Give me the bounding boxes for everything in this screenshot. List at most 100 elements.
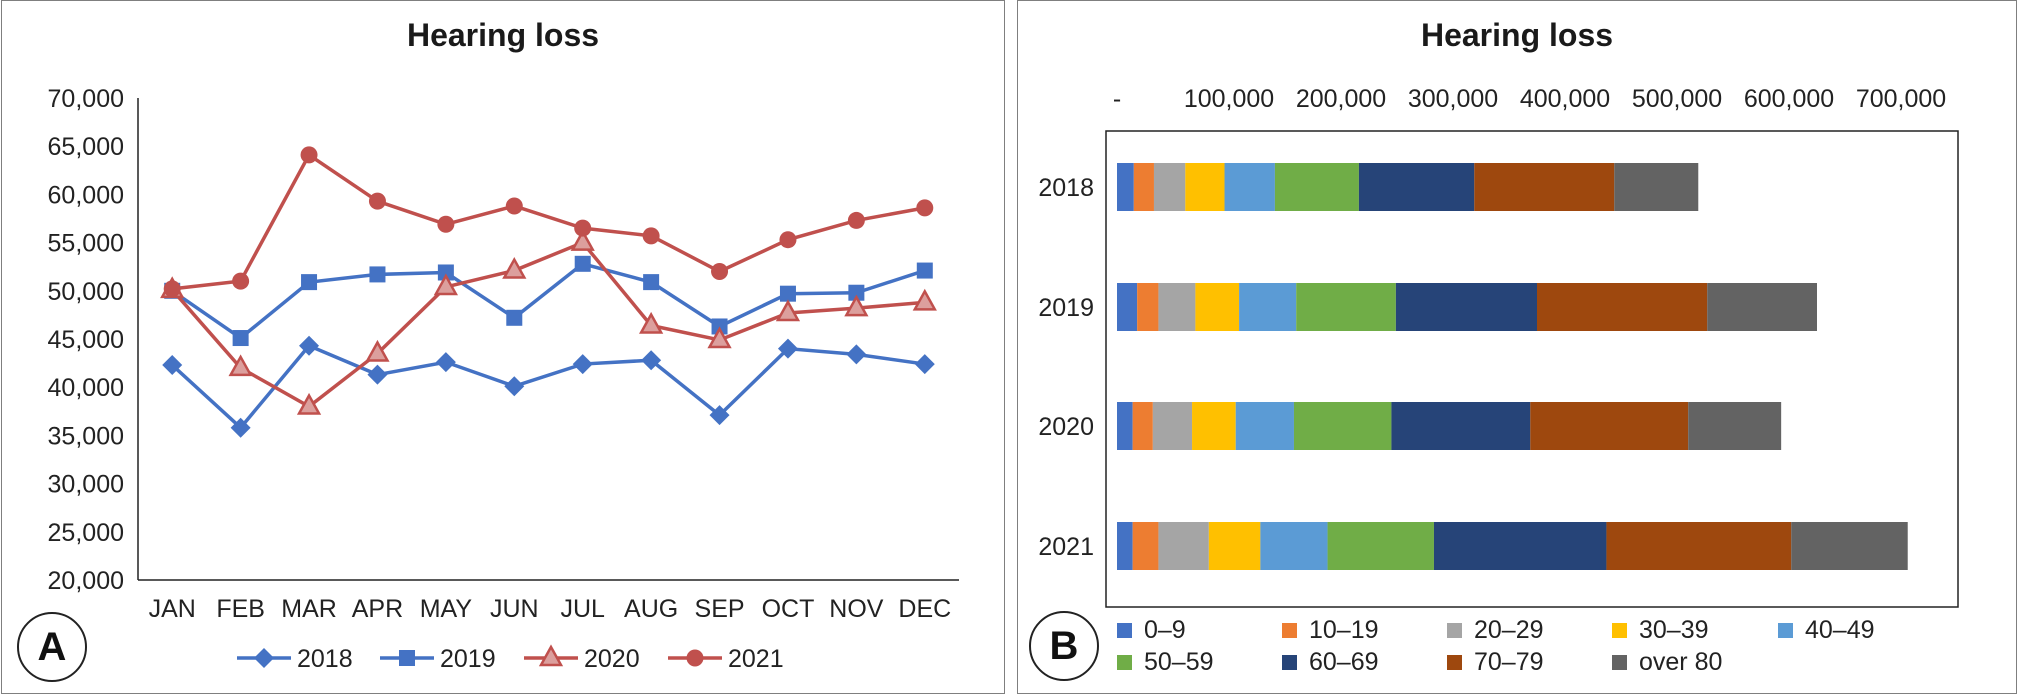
x-tick-label: OCT: [762, 595, 815, 623]
x-tick-label: DEC: [898, 595, 951, 623]
legend-label: 10–19: [1309, 616, 1379, 644]
data-point-2018: [709, 405, 730, 426]
data-point-2021: [368, 192, 386, 210]
bar-segment-2020: [1391, 402, 1531, 450]
bar-segment-2020: [1152, 402, 1193, 450]
data-point-2018: [846, 344, 867, 365]
x-tick-label: 200,000: [1296, 85, 1386, 113]
data-point-2018: [367, 364, 388, 385]
chart-a-title: Hearing loss: [406, 17, 600, 53]
x-tick-label: 400,000: [1520, 85, 1610, 113]
legend-label: 20–29: [1474, 616, 1544, 644]
x-tick-label: 700,000: [1856, 85, 1946, 113]
data-point-2021: [779, 231, 797, 249]
legend-marker-2020: [538, 644, 564, 667]
data-point-2020: [844, 294, 869, 317]
legend-label: 70–79: [1474, 648, 1544, 676]
data-point-2018: [572, 354, 593, 375]
bar-segment-2021: [1606, 522, 1792, 570]
legend-swatch: [1447, 655, 1462, 670]
bar-segment-2020: [1192, 402, 1236, 450]
legend-label: 50–59: [1144, 648, 1214, 676]
x-tick-label: 600,000: [1744, 85, 1834, 113]
legend-label: 30–39: [1639, 616, 1709, 644]
x-tick-label: FEB: [216, 595, 265, 623]
bar-segment-2018: [1224, 163, 1275, 211]
bar-segment-2021: [1791, 522, 1908, 570]
legend-swatch: [1117, 655, 1132, 670]
legend-swatch: [1612, 623, 1627, 638]
chart-b-plot: - 100,000 200,000 300,000 400,000 500,000 600,…: [1038, 85, 1959, 608]
panel-a-badge: A: [17, 612, 87, 682]
bar-segment-2019: [1158, 283, 1196, 331]
data-point-2019: [437, 264, 454, 281]
y-tick-label: 35,000: [48, 422, 124, 450]
x-tick-label: SEP: [695, 595, 745, 623]
data-point-2020: [502, 256, 527, 279]
bar-segment-2021: [1327, 522, 1434, 570]
data-point-2019: [232, 330, 249, 347]
legend-label-2021: 2021: [728, 645, 784, 673]
bar-segment-2021: [1260, 522, 1328, 570]
bar-segment-2020: [1530, 402, 1689, 450]
category-label: 2018: [1038, 174, 1094, 202]
series-line-2021: [172, 152, 926, 291]
bar-segment-2020: [1117, 402, 1133, 450]
category-label: 2019: [1038, 294, 1094, 322]
bar-segment-2019: [1537, 283, 1708, 331]
bar-segment-2019: [1707, 283, 1817, 331]
data-point-2021: [505, 197, 523, 215]
bar-segment-2018: [1274, 163, 1359, 211]
data-point-2018: [299, 335, 320, 356]
legend-label: 40–49: [1805, 616, 1875, 644]
data-point-2020: [228, 354, 253, 377]
bar-segment-2018: [1358, 163, 1475, 211]
data-point-2019: [506, 309, 523, 326]
bar-segment-2020: [1132, 402, 1153, 450]
y-tick-label: 60,000: [48, 181, 124, 209]
legend-swatch: [1778, 623, 1793, 638]
category-label: 2021: [1038, 533, 1094, 561]
data-point-2021: [711, 263, 729, 281]
y-tick-label: 25,000: [48, 519, 124, 547]
x-tick-label: AUG: [624, 595, 678, 623]
panel-b-stacked-bar-chart: Hearing loss - 100,000 200,000 300,000 400,0…: [1017, 0, 2017, 694]
bar-segment-2018: [1474, 163, 1615, 211]
data-point-2019: [574, 255, 591, 272]
bar-segment-2019: [1296, 283, 1396, 331]
legend-swatch: [1282, 623, 1297, 638]
x-tick-label: -: [1113, 85, 1121, 113]
legend-label: 0–9: [1144, 616, 1186, 644]
data-point-2021: [847, 211, 865, 229]
data-point-2018: [435, 352, 456, 373]
bar-segment-2021: [1132, 522, 1159, 570]
data-point-2020: [296, 392, 322, 415]
bar-segment-2019: [1195, 283, 1240, 331]
data-point-2019: [301, 274, 318, 291]
x-tick-label: JUN: [490, 595, 539, 623]
bar-segment-2020: [1688, 402, 1782, 450]
bar-segment-2018: [1133, 163, 1154, 211]
legend-marker-2021: [686, 649, 704, 667]
category-label: 2020: [1038, 413, 1094, 441]
bar-segment-2018: [1153, 163, 1186, 211]
bar-segment-2020: [1293, 402, 1392, 450]
data-point-2018: [914, 354, 935, 375]
legend-label-2019: 2019: [440, 645, 496, 673]
data-point-2020: [639, 311, 664, 334]
series-line-2020: [170, 240, 925, 409]
data-point-2020: [365, 339, 390, 362]
data-point-2018: [504, 376, 525, 397]
data-point-2020: [707, 326, 732, 349]
bar-segment-2018: [1185, 163, 1225, 211]
bar-segment-2019: [1117, 283, 1138, 331]
x-tick-label: JAN: [149, 595, 196, 623]
legend-swatch: [1447, 623, 1462, 638]
data-point-2019: [916, 262, 933, 279]
data-point-2018: [230, 417, 251, 438]
bar-segment-2018: [1614, 163, 1699, 211]
data-point-2018: [641, 350, 662, 371]
y-tick-label: 20,000: [48, 567, 124, 595]
data-point-2019: [369, 266, 386, 283]
y-tick-label: 65,000: [48, 133, 124, 161]
